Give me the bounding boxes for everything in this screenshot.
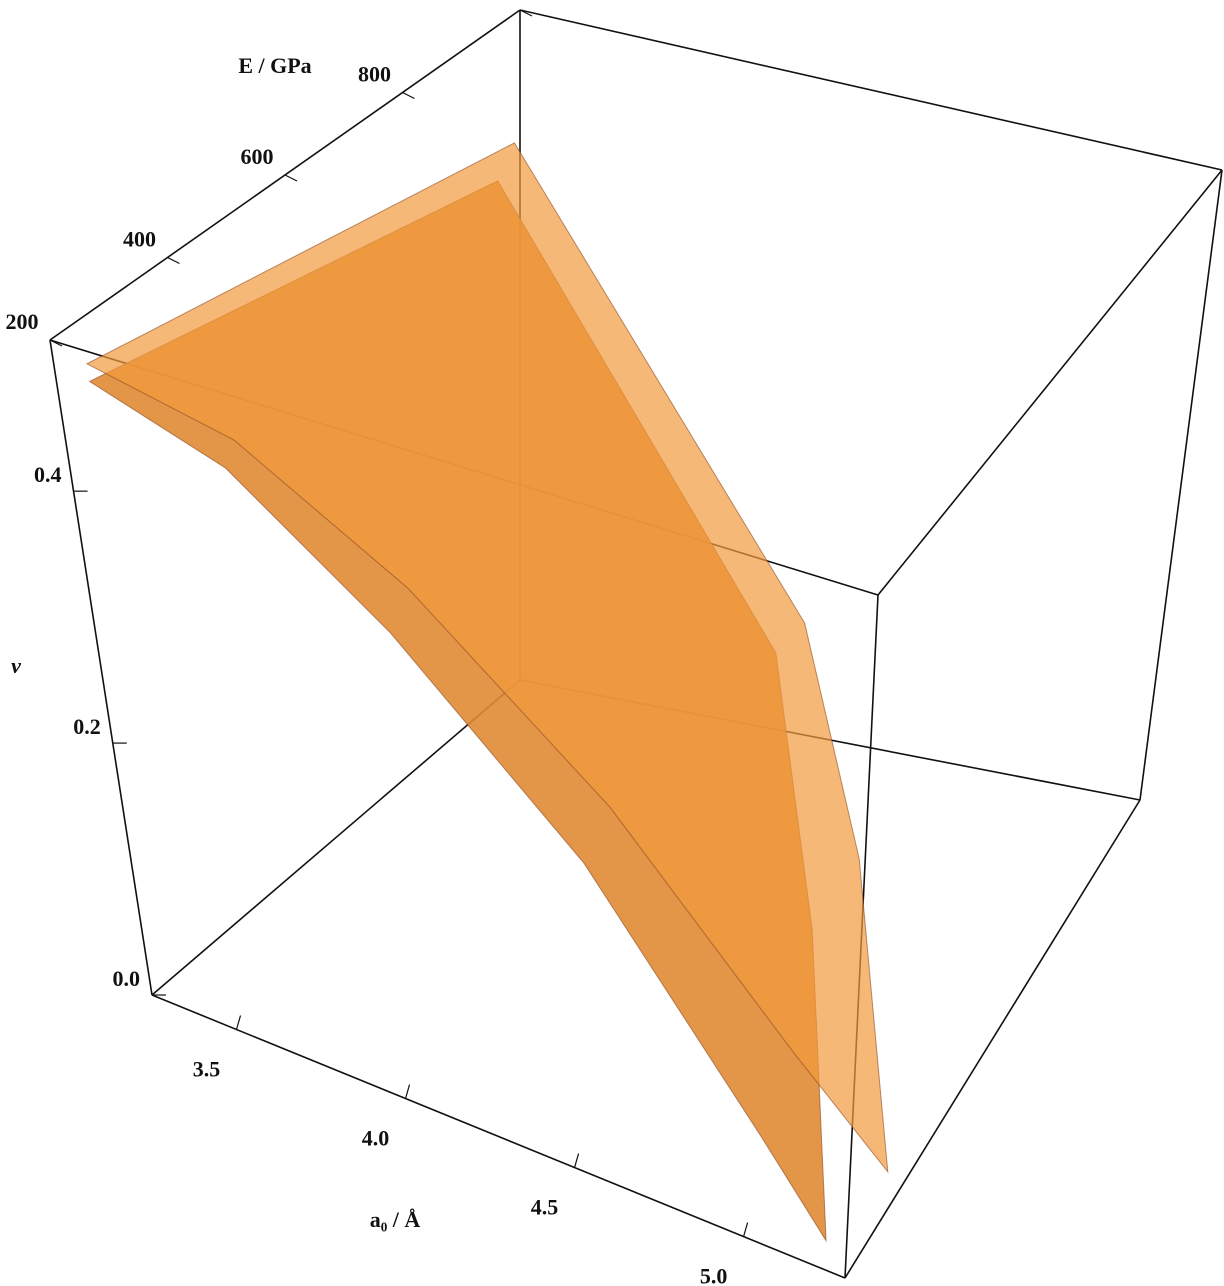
y-tick-label: 400 <box>123 227 156 252</box>
chart: E / GPa ν a₀ / Å 0.0 0.2 0.4 200 400 600 800 10… <box>0 0 1224 1286</box>
x-tick-label: 4.0 <box>362 1126 390 1151</box>
x-tick-label: 5.0 <box>700 1264 728 1286</box>
box-edge <box>50 340 152 995</box>
y-axis-label: E / GPa <box>238 53 311 78</box>
x-tick <box>575 1154 579 1168</box>
z-tick-label: 0.0 <box>113 966 141 991</box>
x-tick-label: 3.5 <box>193 1057 221 1082</box>
y-tick-label: 200 <box>6 309 39 334</box>
x-tick-label: 4.5 <box>531 1195 559 1220</box>
x-tick <box>744 1223 748 1237</box>
y-tick-label: 800 <box>358 62 391 87</box>
box-edge <box>520 10 1222 170</box>
y-tick-label: 1000 <box>470 0 514 4</box>
y-tick <box>403 93 415 99</box>
z-axis-label: ν <box>11 653 21 678</box>
z-tick-label: 0.2 <box>73 714 101 739</box>
box-edge <box>845 800 1140 1278</box>
box-edge <box>878 170 1222 595</box>
z-tick-label: 0.4 <box>34 462 62 487</box>
box-edge <box>152 680 520 995</box>
x-axis-label: a₀ / Å <box>370 1207 421 1232</box>
x-tick <box>406 1085 410 1099</box>
y-tick-label: 600 <box>241 144 274 169</box>
box-edge <box>1140 170 1222 800</box>
x-tick <box>237 1016 241 1030</box>
y-tick <box>168 258 180 264</box>
y-tick <box>285 175 297 181</box>
